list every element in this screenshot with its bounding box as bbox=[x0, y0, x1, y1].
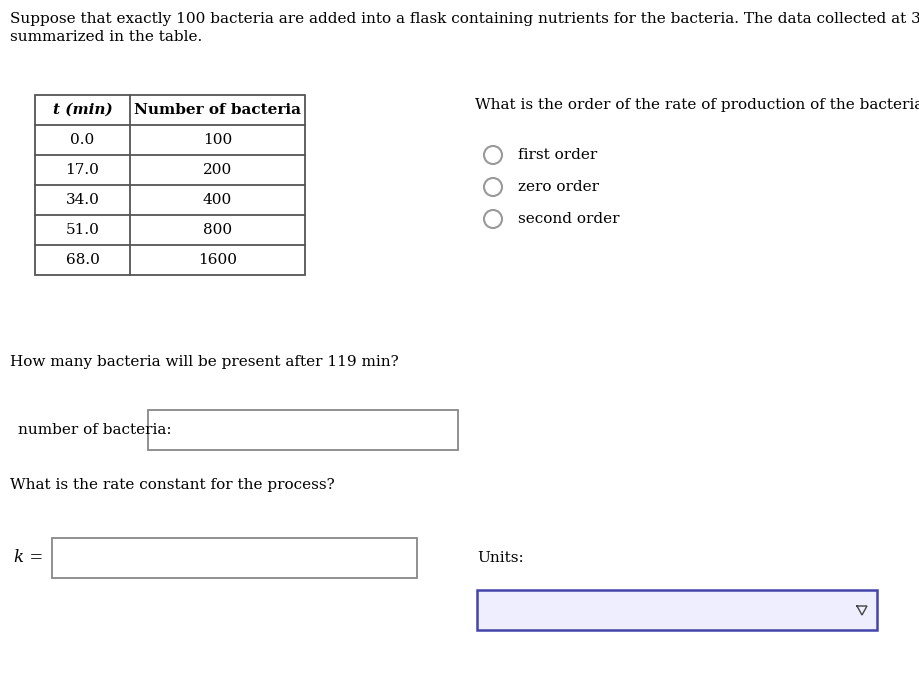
Text: 51.0: 51.0 bbox=[65, 223, 99, 237]
Text: 0.0: 0.0 bbox=[70, 133, 95, 147]
Text: 17.0: 17.0 bbox=[65, 163, 99, 177]
Text: k =: k = bbox=[14, 549, 43, 567]
Text: zero order: zero order bbox=[517, 180, 598, 194]
Text: What is the order of the rate of production of the bacteria?: What is the order of the rate of product… bbox=[474, 98, 919, 112]
Text: Number of bacteria: Number of bacteria bbox=[134, 103, 301, 117]
Text: 34.0: 34.0 bbox=[65, 193, 99, 207]
Circle shape bbox=[483, 146, 502, 164]
Text: How many bacteria will be present after 119 min?: How many bacteria will be present after … bbox=[10, 355, 398, 369]
Text: 800: 800 bbox=[203, 223, 232, 237]
Circle shape bbox=[483, 178, 502, 196]
Circle shape bbox=[483, 210, 502, 228]
Bar bbox=[52, 538, 416, 578]
Text: first order: first order bbox=[517, 148, 596, 162]
Text: Suppose that exactly 100 bacteria are added into a flask containing nutrients fo: Suppose that exactly 100 bacteria are ad… bbox=[10, 12, 919, 26]
Text: Units:: Units: bbox=[476, 551, 523, 565]
Text: 100: 100 bbox=[203, 133, 232, 147]
Bar bbox=[476, 590, 876, 630]
Text: 68.0: 68.0 bbox=[65, 253, 99, 267]
Text: t (min): t (min) bbox=[52, 103, 112, 117]
Text: 200: 200 bbox=[203, 163, 232, 177]
Text: What is the rate constant for the process?: What is the rate constant for the proces… bbox=[10, 478, 335, 492]
Text: second order: second order bbox=[517, 212, 618, 226]
Text: number of bacteria:: number of bacteria: bbox=[18, 423, 172, 437]
Bar bbox=[148, 410, 458, 450]
Text: 400: 400 bbox=[203, 193, 232, 207]
Bar bbox=[35, 95, 305, 275]
Text: summarized in the table.: summarized in the table. bbox=[10, 30, 202, 44]
Text: 1600: 1600 bbox=[198, 253, 237, 267]
